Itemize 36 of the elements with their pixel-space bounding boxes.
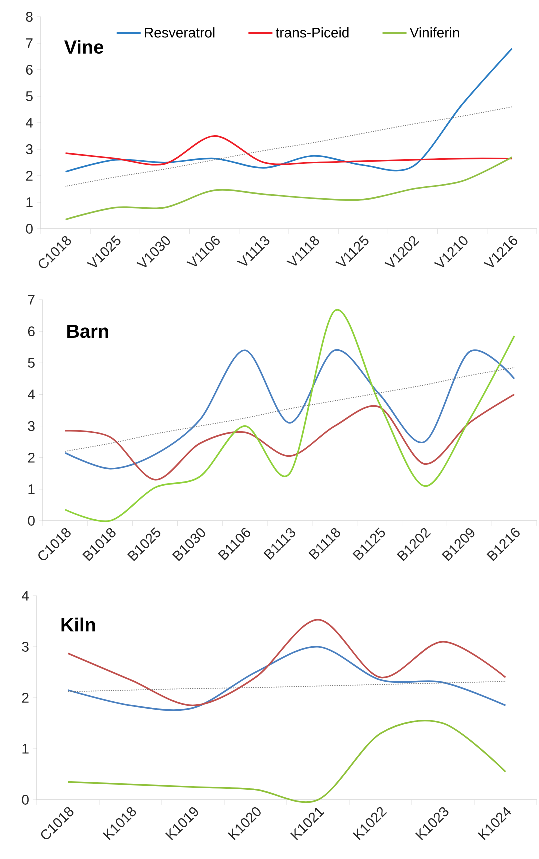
y-tick-label: 4 (26, 118, 34, 128)
text: Barn (68, 324, 108, 338)
y-tick-label: 1 (22, 744, 29, 754)
y-tick-label: 2 (26, 171, 33, 181)
y-tick-label: 5 (28, 358, 35, 368)
line-series (64, 394, 516, 481)
y-tick-label: 0 (22, 795, 29, 805)
line-series (64, 310, 516, 522)
line-series (64, 350, 516, 470)
line-series (65, 156, 514, 221)
legend-label: Viniferin (410, 28, 460, 38)
line-series (65, 106, 513, 187)
y-tick-label: 1 (26, 198, 33, 208)
y-tick-label: 8 (26, 12, 33, 22)
y-tick-label: 4 (28, 390, 36, 400)
y-tick-label: 3 (22, 642, 29, 652)
y-tick-label: 3 (28, 421, 35, 432)
y-tick-label: 1 (28, 484, 35, 494)
line-series (65, 135, 514, 166)
y-tick-label: 2 (22, 693, 29, 703)
y-tick-label: 7 (26, 38, 33, 48)
legend-label: Resveratrol (145, 28, 215, 38)
y-tick-label: 6 (28, 326, 35, 337)
y-tick-label: 5 (26, 92, 33, 102)
text: Vine (64, 40, 104, 54)
legend-label: trans-Piceid (276, 28, 349, 38)
y-tick-label: 7 (28, 295, 35, 305)
line-series (68, 681, 506, 692)
text: Kiln (62, 618, 96, 632)
y-tick-label: 0 (28, 516, 35, 526)
y-tick-label: 2 (28, 452, 35, 463)
y-tick-label: 3 (26, 144, 33, 154)
y-tick-label: 0 (26, 224, 33, 234)
y-tick-label: 6 (26, 65, 33, 75)
y-tick-label: 4 (22, 591, 30, 601)
line-series (65, 367, 515, 452)
